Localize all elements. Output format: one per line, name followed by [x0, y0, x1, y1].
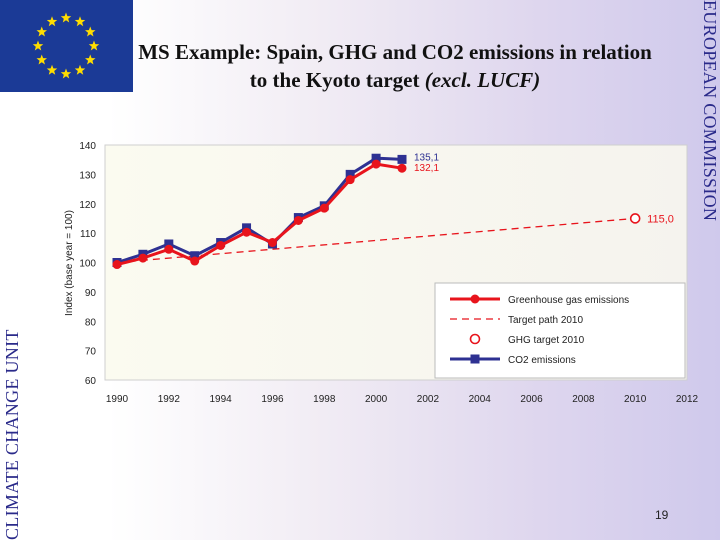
y-tick-label: 80: [85, 317, 97, 328]
legend-ghg-marker: [470, 294, 480, 304]
ghg-point: [293, 215, 303, 225]
x-tick-label: 2006: [520, 394, 543, 405]
flag-star: [32, 40, 44, 51]
x-tick-label: 1992: [158, 394, 181, 405]
x-tick-label: 1998: [313, 394, 336, 405]
title-main-text: MS Example: Spain, GHG and CO2 emissions…: [138, 40, 652, 92]
x-tick-label: 1990: [106, 394, 129, 405]
legend-entry-label: GHG target 2010: [508, 335, 585, 346]
y-tick-label: 110: [80, 229, 96, 240]
x-tick-label: 2002: [417, 394, 440, 405]
ghg-point: [190, 256, 200, 266]
legend: Greenhouse gas emissions Target path 2010…: [434, 282, 686, 379]
ghg-point: [242, 227, 252, 237]
legend-ghg-target-marker: [469, 333, 481, 345]
flag-star: [85, 26, 96, 37]
series-ghg-line: [116, 162, 403, 267]
ghg-point: [371, 159, 381, 169]
flag-star: [74, 16, 86, 27]
ghg-point: [397, 163, 407, 173]
x-tick-label: 2010: [624, 394, 647, 405]
y-tick-label: 140: [79, 141, 96, 152]
ghg-end-label: 132,1: [414, 163, 439, 174]
climate-change-unit-label: CLIMATE CHANGE UNIT: [2, 329, 22, 540]
x-tick-label: 2000: [365, 394, 388, 405]
ghg-target-2010-point: [629, 213, 641, 224]
flag-star: [36, 54, 47, 65]
co2-point: [164, 239, 174, 249]
x-tick-label: 2004: [469, 394, 492, 405]
emissions-chart: Index (base year = 100) 60 70 80 90 100 110 12…: [64, 141, 699, 405]
co2-point: [190, 251, 200, 261]
ghg-point: [319, 203, 329, 213]
legend-entry-label: Greenhouse gas emissions: [508, 295, 629, 306]
x-tick-label: 1996: [261, 394, 284, 405]
y-axis-ticks: 60 70 80 90 100 110 120 130 140: [79, 141, 96, 387]
eu-flag-logo: [0, 0, 133, 92]
flag-star: [74, 64, 86, 75]
y-tick-label: 90: [85, 288, 97, 299]
y-tick-label: 130: [79, 170, 96, 181]
legend-entry-label: CO2 emissions: [508, 355, 576, 366]
co2-point: [397, 154, 407, 164]
y-tick-label: 70: [85, 347, 97, 358]
co2-point: [371, 153, 381, 163]
slide-title: MS Example: Spain, GHG and CO2 emissions…: [135, 38, 655, 94]
x-tick-label: 2012: [676, 394, 699, 405]
page-number: 19: [655, 508, 669, 522]
x-axis-ticks: 1990 1992 1994 1996 1998 2000 2002 2004 2006 2008…: [106, 394, 699, 405]
legend-co2-marker: [470, 354, 480, 364]
co2-end-label: 135,1: [414, 152, 439, 163]
flag-star: [46, 16, 58, 27]
ghg-point: [112, 260, 122, 270]
flag-star: [46, 64, 58, 75]
legend-entry-label: Target path 2010: [508, 315, 583, 326]
ghg-point: [267, 238, 277, 248]
flag-star: [85, 54, 96, 65]
flag-star: [36, 26, 47, 37]
flag-star: [88, 40, 100, 51]
x-tick-label: 2008: [572, 394, 595, 405]
y-axis-label: Index (base year = 100): [64, 210, 75, 316]
y-tick-label: 60: [85, 376, 97, 387]
ghg-point: [345, 175, 355, 185]
y-tick-label: 100: [79, 259, 96, 270]
flag-star: [60, 68, 72, 79]
co2-point: [345, 169, 355, 179]
title-italic-text: (excl. LUCF): [424, 68, 541, 92]
flag-star: [60, 12, 72, 23]
y-tick-label: 120: [79, 200, 96, 211]
ghg-point: [138, 253, 148, 263]
ghg-point: [216, 240, 226, 250]
ghg-point: [164, 244, 174, 254]
x-tick-label: 1994: [210, 394, 233, 405]
ghg-target-label: 115,0: [647, 213, 674, 225]
